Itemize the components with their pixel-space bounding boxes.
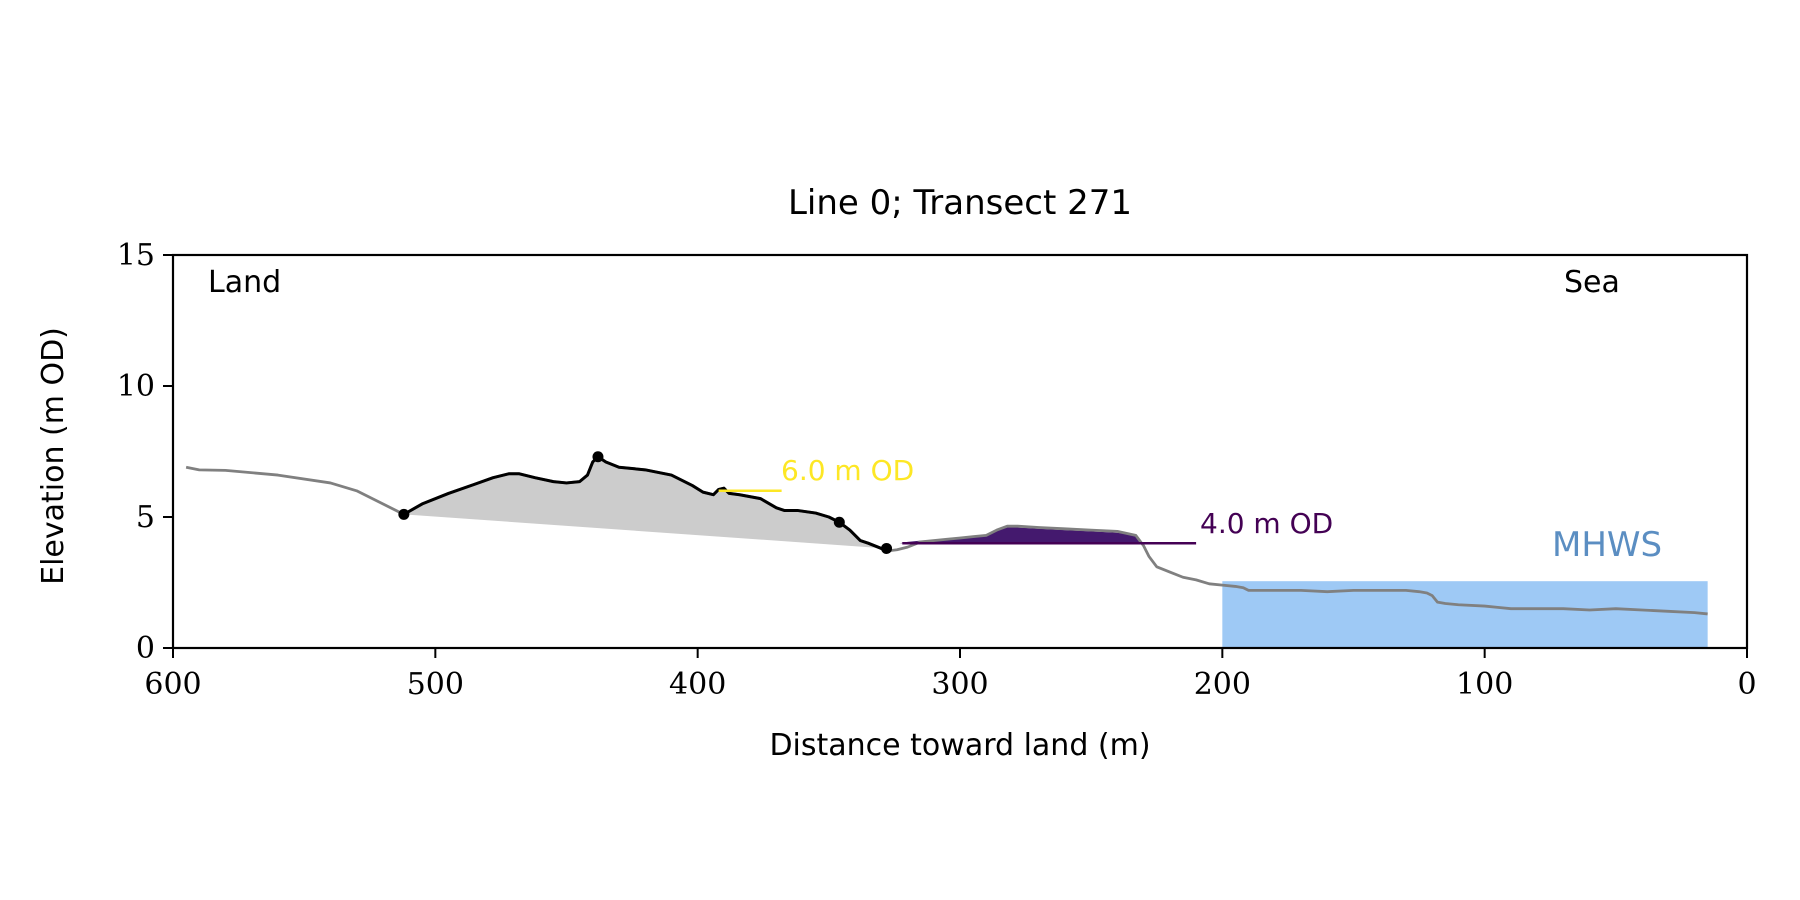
dune-point-0 bbox=[398, 508, 410, 520]
mhws-area bbox=[1222, 581, 1708, 648]
x-tick-label-100: 100 bbox=[1456, 667, 1513, 702]
land-annotation: Land bbox=[208, 265, 281, 300]
mhws-annotation: MHWS bbox=[1552, 525, 1662, 565]
x-tick-label-300: 300 bbox=[931, 667, 988, 702]
dune-volume-fill bbox=[403, 456, 887, 552]
dune-point-1 bbox=[592, 451, 604, 463]
level-4-annotation: 4.0 m OD bbox=[1200, 507, 1333, 540]
dune-point-2 bbox=[833, 516, 845, 528]
x-tick-label-200: 200 bbox=[1194, 667, 1251, 702]
sea-annotation: Sea bbox=[1564, 265, 1620, 300]
x-tick-label-0: 0 bbox=[1737, 667, 1756, 702]
x-tick-label-600: 600 bbox=[144, 667, 201, 702]
y-tick-label-0: 0 bbox=[136, 631, 155, 666]
dune-point-3 bbox=[881, 542, 893, 554]
chart-title: Line 0; Transect 271 bbox=[788, 183, 1132, 223]
y-tick-label-5: 5 bbox=[136, 500, 155, 535]
axis-ticks: 600 500 400 300 200 100 0 0 5 10 15 bbox=[117, 238, 1757, 702]
x-tick-label-500: 500 bbox=[407, 667, 464, 702]
y-tick-label-10: 10 bbox=[117, 369, 155, 404]
level-6-annotation: 6.0 m OD bbox=[781, 454, 914, 487]
dune-profile-line bbox=[403, 455, 888, 553]
plot-area bbox=[185, 451, 1708, 648]
x-tick-label-400: 400 bbox=[669, 667, 726, 702]
y-tick-label-15: 15 bbox=[117, 238, 155, 273]
y-axis-label: Elevation (m OD) bbox=[36, 327, 71, 585]
x-axis-label: Distance toward land (m) bbox=[769, 728, 1150, 763]
